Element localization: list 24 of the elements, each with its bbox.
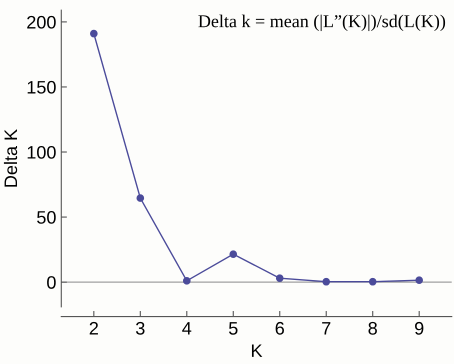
point (415, 276, 424, 284)
x-tick-label: 3 (136, 322, 145, 335)
point (322, 278, 330, 286)
point (182, 277, 191, 285)
x-tick-label: 8 (368, 322, 377, 335)
chart-title: Delta k = mean (|L”(K)|)/sd(L(K)) (198, 14, 446, 32)
x-tick-label: 5 (228, 322, 238, 335)
x-tick-label: 7 (322, 322, 330, 335)
y-tick-label: 50 (37, 211, 56, 224)
point (368, 278, 377, 286)
y-tick-label: 100 (28, 146, 56, 159)
point (229, 250, 238, 258)
point (136, 194, 144, 202)
y-axis-title: Delta K (4, 129, 18, 187)
x-tick-label: 2 (90, 322, 98, 335)
x-tick-label: 4 (182, 322, 192, 335)
x-tick-label: 9 (415, 322, 424, 335)
x-axis-title: K (252, 344, 262, 357)
y-tick-label: 200 (27, 16, 56, 29)
point (276, 274, 284, 282)
x-tick-label: 6 (276, 322, 284, 335)
y-tick-label: 0 (47, 276, 56, 289)
y-tick-label: 150 (28, 80, 56, 94)
point (90, 30, 98, 38)
